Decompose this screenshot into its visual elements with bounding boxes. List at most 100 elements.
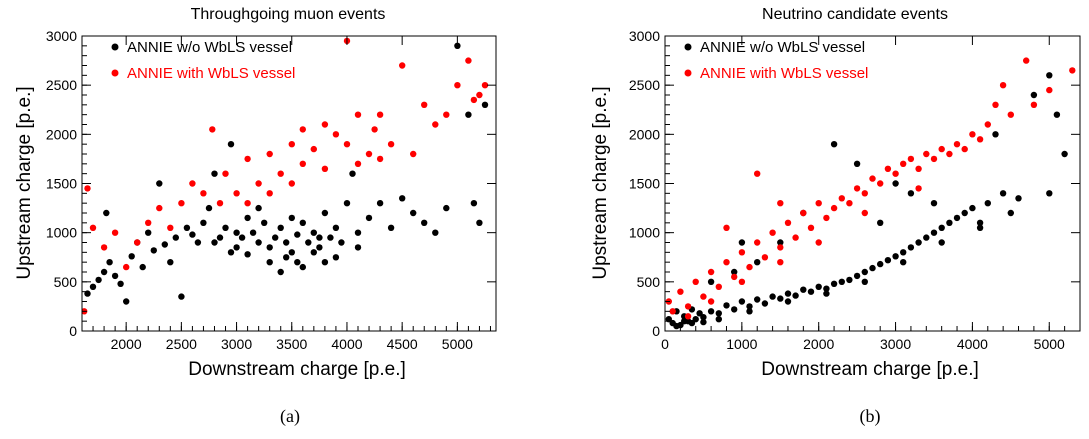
y-tick-label: 1000: [629, 225, 660, 241]
point-with-vessel: [892, 170, 899, 177]
point-without-vessel: [707, 278, 715, 285]
point-without-vessel: [432, 229, 439, 236]
legend-marker: [684, 43, 692, 51]
point-with-vessel: [815, 200, 822, 207]
legend-marker: [111, 43, 119, 51]
legend-marker: [684, 69, 692, 77]
point-without-vessel: [95, 276, 102, 284]
point-without-vessel: [272, 234, 279, 241]
point-with-vessel: [310, 145, 317, 153]
point-without-vessel: [244, 214, 251, 222]
point-with-vessel: [823, 214, 830, 222]
point-without-vessel: [815, 283, 822, 290]
point-with-vessel: [354, 111, 362, 118]
point-without-vessel: [481, 101, 489, 109]
point-without-vessel: [332, 224, 340, 231]
point-without-vessel: [399, 195, 406, 202]
point-without-vessel: [103, 209, 110, 217]
point-with-vessel: [869, 175, 876, 182]
point-with-vessel: [266, 150, 273, 158]
point-without-vessel: [294, 259, 301, 266]
point-with-vessel: [999, 82, 1007, 89]
point-without-vessel: [145, 229, 152, 236]
point-without-vessel: [470, 200, 478, 207]
point-with-vessel: [792, 234, 799, 241]
point-without-vessel: [216, 234, 224, 241]
point-without-vessel: [999, 190, 1007, 197]
point-with-vessel: [1030, 101, 1038, 109]
point-without-vessel: [930, 229, 938, 236]
point-with-vessel: [769, 229, 776, 236]
point-without-vessel: [907, 190, 915, 197]
point-with-vessel: [376, 111, 384, 118]
point-without-vessel: [161, 241, 168, 248]
point-without-vessel: [283, 239, 290, 246]
point-without-vessel: [853, 160, 861, 167]
chart-panel-b: 0 1000 2000 3000 4000 5000 0 500 1000 1500 2000 250…: [590, 6, 1081, 427]
point-with-vessel: [222, 170, 229, 177]
point-without-vessel: [800, 286, 807, 293]
point-without-vessel: [700, 314, 707, 321]
point-with-vessel: [930, 155, 938, 163]
point-with-vessel: [454, 82, 461, 89]
point-without-vessel: [992, 131, 999, 138]
point-without-vessel: [938, 224, 945, 231]
point-with-vessel: [861, 190, 868, 197]
point-without-vessel: [946, 219, 953, 226]
point-without-vessel: [731, 306, 738, 313]
y-tick-label: 2500: [46, 77, 77, 93]
x-tick-label: 3500: [276, 336, 307, 352]
panel-caption: (a): [280, 406, 300, 427]
point-without-vessel: [823, 290, 830, 297]
point-with-vessel: [288, 180, 295, 187]
point-with-vessel: [738, 249, 746, 256]
point-with-vessel: [923, 150, 930, 158]
point-without-vessel: [421, 219, 428, 226]
point-with-vessel: [476, 91, 483, 99]
point-without-vessel: [111, 272, 119, 280]
point-with-vessel: [731, 273, 738, 281]
point-without-vessel: [238, 234, 246, 241]
point-without-vessel: [784, 298, 792, 305]
point-without-vessel: [343, 200, 351, 207]
point-without-vessel: [261, 219, 268, 226]
point-without-vessel: [681, 318, 688, 325]
point-with-vessel: [669, 308, 676, 315]
point-with-vessel: [84, 185, 91, 192]
point-without-vessel: [283, 254, 290, 261]
point-with-vessel: [907, 155, 915, 163]
x-tick-label: 4000: [331, 336, 362, 352]
point-with-vessel: [216, 200, 224, 207]
point-without-vessel: [123, 298, 130, 305]
point-without-vessel: [249, 229, 257, 236]
point-with-vessel: [421, 101, 428, 109]
point-with-vessel: [399, 62, 406, 69]
point-with-vessel: [470, 96, 478, 104]
point-without-vessel: [938, 239, 945, 246]
point-with-vessel: [915, 165, 922, 172]
point-with-vessel: [830, 204, 838, 212]
y-tick-label: 2000: [629, 126, 660, 142]
point-with-vessel: [684, 313, 692, 320]
point-with-vessel: [976, 136, 984, 143]
point-with-vessel: [167, 224, 174, 231]
point-with-vessel: [111, 229, 119, 236]
point-without-vessel: [673, 322, 680, 330]
legend-marker: [111, 69, 119, 77]
point-without-vessel: [200, 219, 207, 226]
point-without-vessel: [233, 244, 240, 251]
point-without-vessel: [892, 180, 899, 187]
point-without-vessel: [349, 170, 356, 177]
point-with-vessel: [853, 185, 861, 192]
point-with-vessel: [321, 121, 329, 128]
x-tick-label: 1000: [726, 336, 757, 352]
point-without-vessel: [731, 268, 738, 276]
legend-label: ANNIE w/o WbLS vessel: [700, 39, 865, 56]
chart-panel-a: 2000 2500 3000 3500 4000 4500 5000 0 500 1000 1500…: [14, 6, 497, 427]
x-tick-label: 4500: [387, 336, 418, 352]
point-with-vessel: [145, 219, 152, 226]
point-with-vessel: [443, 111, 450, 118]
point-without-vessel: [900, 259, 907, 266]
point-without-vessel: [321, 209, 329, 217]
point-without-vessel: [784, 290, 792, 297]
